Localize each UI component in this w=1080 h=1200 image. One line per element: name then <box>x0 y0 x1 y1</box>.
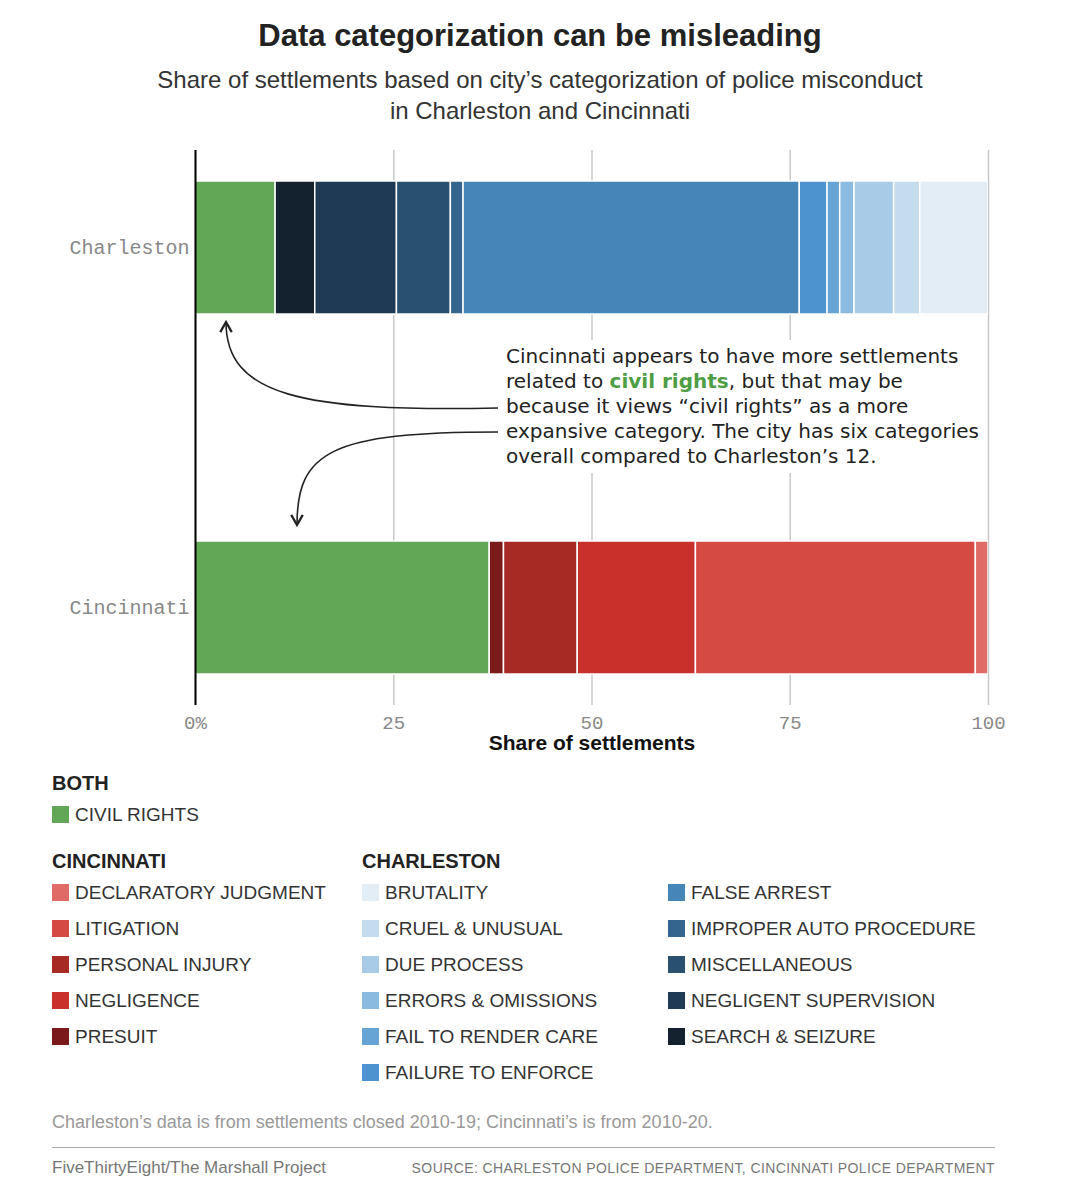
html-text:NEGLIGENCE: NEGLIGENCE <box>75 990 200 1011</box>
svg-text:Cincinnati: Cincinnati <box>69 597 189 620</box>
svg-text:Charleston: Charleston <box>69 237 189 260</box>
html-text:SEARCH & SEIZURE: SEARCH & SEIZURE <box>691 1026 876 1047</box>
html-text:CIVIL RIGHTS: CIVIL RIGHTS <box>75 804 199 825</box>
html-text:FAILURE TO ENFORCE: FAILURE TO ENFORCE <box>385 1062 594 1083</box>
html-text:CINCINNATI: CINCINNATI <box>52 850 167 872</box>
html-text:Share of settlements based on: Share of settlements based on city’s cat… <box>157 66 923 124</box>
svg-text:100: 100 <box>971 713 1005 735</box>
html-text:DECLARATORY JUDGMENT: DECLARATORY JUDGMENT <box>75 882 326 903</box>
html-text:FALSE ARREST: FALSE ARREST <box>691 882 832 903</box>
svg-text:Share of settlements: Share of settlements <box>489 731 696 754</box>
svg-text:25: 25 <box>382 713 405 735</box>
html-text:BRUTALITY: BRUTALITY <box>385 882 489 903</box>
html-text:SOURCE: CHARLESTON POLICE DEPA: SOURCE: CHARLESTON POLICE DEPARTMENT, CI… <box>411 1160 995 1176</box>
html-text:CHARLESTON: CHARLESTON <box>362 850 501 872</box>
html-text:DUE PROCESS: DUE PROCESS <box>385 954 524 975</box>
html-text:CRUEL & UNUSUAL: CRUEL & UNUSUAL <box>385 918 563 939</box>
html-text:NEGLIGENT SUPERVISION: NEGLIGENT SUPERVISION <box>691 990 936 1011</box>
html-text:FiveThirtyEight/The Marshall P: FiveThirtyEight/The Marshall Project <box>52 1158 326 1177</box>
html-text:Cincinnati appears to have mor: Cincinnati appears to have more settleme… <box>506 344 979 468</box>
html-text:PRESUIT: PRESUIT <box>75 1026 158 1047</box>
html-text:Data categorization can be mis: Data categorization can be misleading <box>258 18 822 53</box>
html-text:IMPROPER AUTO PROCEDURE: IMPROPER AUTO PROCEDURE <box>691 918 976 939</box>
html-text:LITIGATION: LITIGATION <box>75 918 180 939</box>
html-text:PERSONAL INJURY: PERSONAL INJURY <box>75 954 252 975</box>
html-text:ERRORS & OMISSIONS: ERRORS & OMISSIONS <box>385 990 598 1011</box>
html-text:FAIL TO RENDER CARE: FAIL TO RENDER CARE <box>385 1026 598 1047</box>
html-text:Charleston’s data is from sett: Charleston’s data is from settlements cl… <box>52 1112 713 1132</box>
html-text:MISCELLANEOUS: MISCELLANEOUS <box>691 954 853 975</box>
svg-text:75: 75 <box>779 713 802 735</box>
html-text:BOTH: BOTH <box>52 772 109 794</box>
svg-text:0%: 0% <box>184 713 207 735</box>
svg-text:50: 50 <box>580 713 604 735</box>
